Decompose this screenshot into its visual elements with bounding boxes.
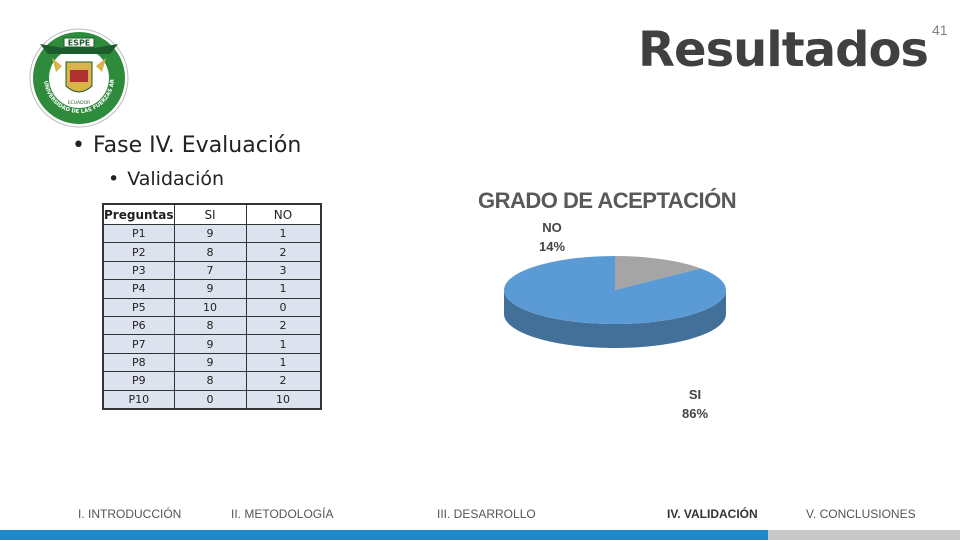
pie-label-si-value: 86% <box>681 406 709 421</box>
page-number: 41 <box>932 22 948 38</box>
bullet-level-1: • Fase IV. Evaluación <box>72 133 301 158</box>
table-cell: P7 <box>102 334 175 354</box>
table-cell: P9 <box>102 371 175 391</box>
table-row: P1 9 1 <box>102 223 322 244</box>
nav-item-validacion[interactable]: IV. VALIDACIÓN <box>667 507 758 521</box>
table-cell: 2 <box>245 242 322 262</box>
table-cell: 9 <box>173 352 247 373</box>
bullet-level-2: • Validación <box>108 168 224 190</box>
table-cell: 2 <box>245 371 322 391</box>
table-cell: P5 <box>102 297 175 317</box>
table-row: P4 9 1 <box>102 279 322 299</box>
bullet-dot-icon: • <box>72 133 85 158</box>
table-cell: 10 <box>173 297 247 317</box>
nav-item-introduccion[interactable]: I. INTRODUCCIÓN <box>78 507 182 521</box>
table-row: P5 10 0 <box>102 297 322 317</box>
footer-bar-remainder <box>768 530 960 540</box>
bullet-level-1-text: Fase IV. Evaluación <box>92 133 302 158</box>
table-cell: 7 <box>173 260 247 281</box>
results-table: Preguntas SI NO P1 9 1 P2 8 2 P3 7 3 P4 9 1 P5 10… <box>102 203 322 410</box>
footer-progress-bar <box>0 530 768 540</box>
nav-item-metodologia[interactable]: II. METODOLOGÍA <box>231 507 334 521</box>
table-row: P9 8 2 <box>102 371 322 391</box>
table-cell: P4 <box>102 279 175 299</box>
table-cell: 2 <box>245 315 322 336</box>
table-cell: 1 <box>245 352 322 373</box>
pie-label-si-name: SI <box>688 387 702 402</box>
table-header-questions: Preguntas <box>102 203 175 225</box>
pie-wall-si <box>504 290 726 348</box>
section-nav: I. INTRODUCCIÓN II. METODOLOGÍA III. DES… <box>0 507 960 527</box>
pie-label-si: SI 86% <box>670 385 720 423</box>
table-cell: 1 <box>245 334 322 354</box>
table-cell: 9 <box>173 334 247 354</box>
pie-label-no-name: NO <box>542 220 562 235</box>
table-cell: P2 <box>102 242 175 262</box>
table-cell: 8 <box>173 242 247 262</box>
table-row: P10 0 10 <box>102 389 322 410</box>
table-header-no: NO <box>245 203 322 225</box>
pie-chart <box>504 256 726 348</box>
pie-label-no: NO 14% <box>527 218 577 256</box>
table-cell: 1 <box>245 279 322 299</box>
table-cell: 9 <box>173 223 247 244</box>
table-cell: 1 <box>245 223 322 244</box>
table-row: P2 8 2 <box>102 242 322 262</box>
table-cell: 8 <box>173 371 247 391</box>
table-cell: 0 <box>245 297 322 317</box>
nav-item-conclusiones[interactable]: V. CONCLUSIONES <box>806 507 916 521</box>
logo-top-text: ESPE <box>68 39 91 48</box>
table-cell: P8 <box>102 352 175 373</box>
table-header-row: Preguntas SI NO <box>102 203 322 225</box>
table-cell: 9 <box>173 279 247 299</box>
table-cell: P10 <box>102 389 175 410</box>
table-row: P7 9 1 <box>102 334 322 354</box>
pie-slice-no <box>615 256 701 290</box>
pie-label-no-value: 14% <box>538 239 566 254</box>
chart-title: GRADO DE ACEPTACIÓN <box>478 188 737 213</box>
table-cell: 8 <box>173 315 247 336</box>
table-cell: P6 <box>102 315 175 336</box>
table-row: P3 7 3 <box>102 260 322 281</box>
table-row: P6 8 2 <box>102 315 322 336</box>
nav-item-desarrollo[interactable]: III. DESARROLLO <box>437 507 536 521</box>
table-cell: 3 <box>245 260 322 281</box>
table-cell: P3 <box>102 260 175 281</box>
table-row: P8 9 1 <box>102 352 322 373</box>
table-cell: 10 <box>245 389 322 410</box>
table-cell: P1 <box>102 223 175 244</box>
bullet-level-2-text: Validación <box>127 168 225 190</box>
slide-title: Resultados <box>638 22 929 78</box>
table-header-si: SI <box>173 203 247 225</box>
bullet-dot-icon: • <box>108 168 120 190</box>
logo-country-text: ECUADOR <box>68 100 91 106</box>
espe-logo: ESPE UNIVERSIDAD DE LAS FUERZAS ARMADAS … <box>28 28 129 128</box>
table-cell: 0 <box>173 389 247 410</box>
